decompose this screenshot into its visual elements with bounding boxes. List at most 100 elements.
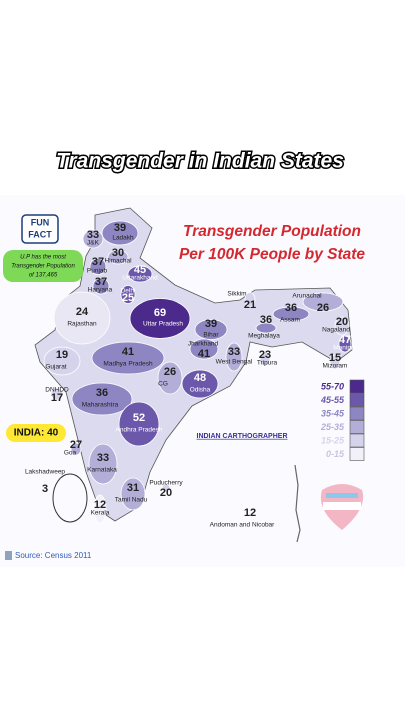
state-region <box>272 306 310 322</box>
state-name: Haryana <box>88 287 113 294</box>
state-name: Manipur <box>333 345 357 352</box>
india-total-box <box>6 424 66 442</box>
state-name: West Bengal <box>216 359 253 366</box>
state-region <box>329 354 341 370</box>
legend-label: 45-55 <box>320 395 345 405</box>
state-name: Delhi <box>121 288 136 295</box>
fun-fact-badge <box>21 214 59 244</box>
state-name: Goa <box>64 450 77 457</box>
state-value: 23 <box>259 349 271 361</box>
state-region <box>334 316 350 336</box>
state-value: 48 <box>194 372 206 384</box>
legend-swatch <box>349 379 365 394</box>
state-value: 12 <box>244 507 256 519</box>
legend-label: 0-15 <box>326 449 345 459</box>
state-name: Punjab <box>87 268 108 275</box>
state-value: 37 <box>95 276 107 288</box>
state-region <box>118 401 160 447</box>
lakshadweep-circle <box>52 473 88 523</box>
state-region <box>120 285 136 304</box>
state-value: 12 <box>94 499 106 511</box>
state-name: Kerala <box>91 510 110 517</box>
state-region <box>120 477 146 511</box>
state-name: Sikkim <box>227 291 246 298</box>
state-name: Madhya Pradesh <box>103 361 153 368</box>
state-value: 36 <box>96 387 108 399</box>
state-name: Nagaland <box>322 327 350 334</box>
state-value: 31 <box>127 482 139 494</box>
legend-swatch <box>349 406 365 421</box>
state-value: 26 <box>164 366 176 378</box>
state-region <box>50 387 64 401</box>
state-region <box>71 382 133 416</box>
state-name: Maharashtra <box>82 402 119 409</box>
state-region <box>259 351 271 367</box>
state-value: 27 <box>70 439 82 451</box>
state-region <box>129 298 191 339</box>
legend-label: 15-25 <box>321 435 345 445</box>
state-region <box>82 229 104 249</box>
state-value: 41 <box>122 346 134 358</box>
andaman-islands <box>294 464 301 543</box>
legend-label: 55-70 <box>321 381 344 391</box>
state-value: 20 <box>336 316 348 328</box>
legend-swatch <box>349 420 365 434</box>
state-value: 24 <box>76 306 89 318</box>
state-name: CG <box>158 381 168 388</box>
state-region <box>93 494 107 524</box>
state-name: Puducherry <box>149 480 183 487</box>
state-region <box>91 341 165 375</box>
state-name: Odisha <box>190 387 211 394</box>
state-value: 33 <box>97 452 109 464</box>
legend-swatch <box>349 433 365 448</box>
india-outline <box>34 207 353 522</box>
state-region <box>70 442 82 456</box>
state-name: Rajasthan <box>67 321 97 328</box>
state-value: 3 <box>42 483 48 495</box>
credit: INDIAN CARTHOGRAPHER <box>197 433 288 440</box>
state-value: 39 <box>205 318 217 330</box>
state-name: Bihar <box>203 332 219 339</box>
legend-swatch <box>349 393 365 407</box>
state-name: Assam <box>280 317 300 324</box>
state-value: 15 <box>329 352 341 364</box>
state-value: 69 <box>154 307 166 319</box>
india-total: INDIA: 40 <box>14 428 59 439</box>
state-value: 36 <box>260 314 272 326</box>
state-name: J&K <box>87 240 100 247</box>
title: Transgender in Indian States <box>56 150 344 173</box>
state-name: Mizoram <box>323 363 348 370</box>
state-name: Andhra Pradesh <box>116 427 163 434</box>
state-name: Uttar Pradesh <box>143 321 183 328</box>
chart-title: Per 100K People by State <box>179 246 365 263</box>
legend: 55-70 45-55 35-45 25-35 15-25 0-15 <box>320 379 365 461</box>
state-region <box>244 292 256 307</box>
state-name: Jharkhand <box>188 341 219 348</box>
state-value: 41 <box>198 348 210 360</box>
state-region <box>107 249 129 265</box>
fun-fact-text: U.P has the most <box>20 255 66 261</box>
state-value: 30 <box>112 247 124 259</box>
state-region <box>161 483 171 493</box>
state-value: 45 <box>134 264 146 276</box>
state-name: Arunachal <box>292 293 322 300</box>
state-region <box>89 258 107 275</box>
state-region <box>88 443 118 485</box>
state-name: Karnataka <box>87 467 117 474</box>
state-name: Lakshadweep <box>25 469 65 476</box>
state-value: 37 <box>92 256 104 268</box>
state-region <box>194 319 228 340</box>
flag-stripe <box>323 502 361 510</box>
state-name: Himachal <box>104 258 132 265</box>
state-region <box>302 292 344 312</box>
state-value: 33 <box>228 346 240 358</box>
state-region <box>53 291 111 345</box>
state-name: Tamil Nadu <box>115 497 148 504</box>
state-region <box>189 338 219 360</box>
state-region <box>127 265 153 283</box>
legend-swatch <box>349 447 365 461</box>
fun-fact-text: Transgender Population <box>11 264 75 270</box>
state-value: 20 <box>160 487 172 499</box>
state-name: Gujarat <box>45 364 67 371</box>
